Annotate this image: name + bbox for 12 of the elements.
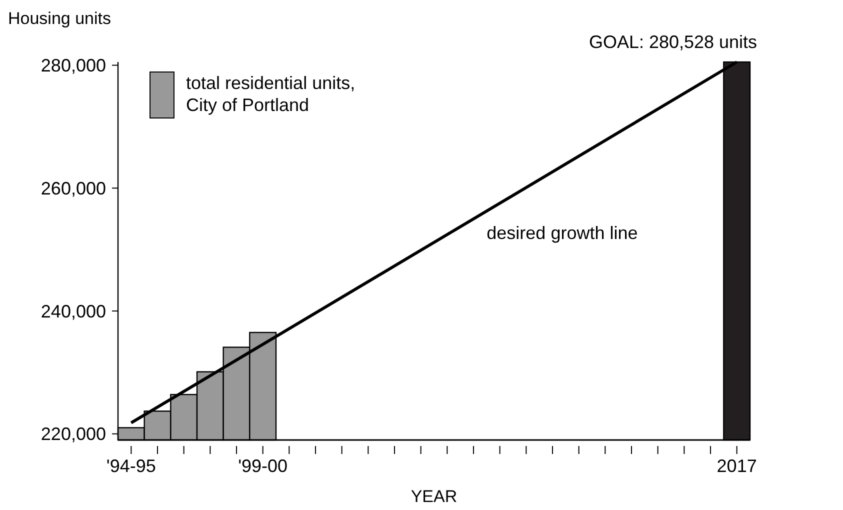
y-tick-label: 240,000	[40, 301, 106, 322]
x-tick-label: 2017	[716, 456, 757, 476]
y-tick-label: 280,000	[40, 56, 106, 76]
text: total residential units, City of Portland	[186, 73, 356, 115]
annotation: GOAL: 280,528 units	[588, 32, 758, 52]
y-tick-label: 260,000	[40, 178, 106, 198]
y-tick-label: 220,000	[40, 424, 106, 444]
x-tick-label: '99-00	[238, 456, 288, 476]
x-tick-label: '94-95	[106, 456, 156, 476]
x-axis-title: YEAR	[410, 487, 458, 506]
y-axis-title: Housing units	[8, 9, 112, 28]
annotation: desired growth line	[486, 223, 638, 243]
